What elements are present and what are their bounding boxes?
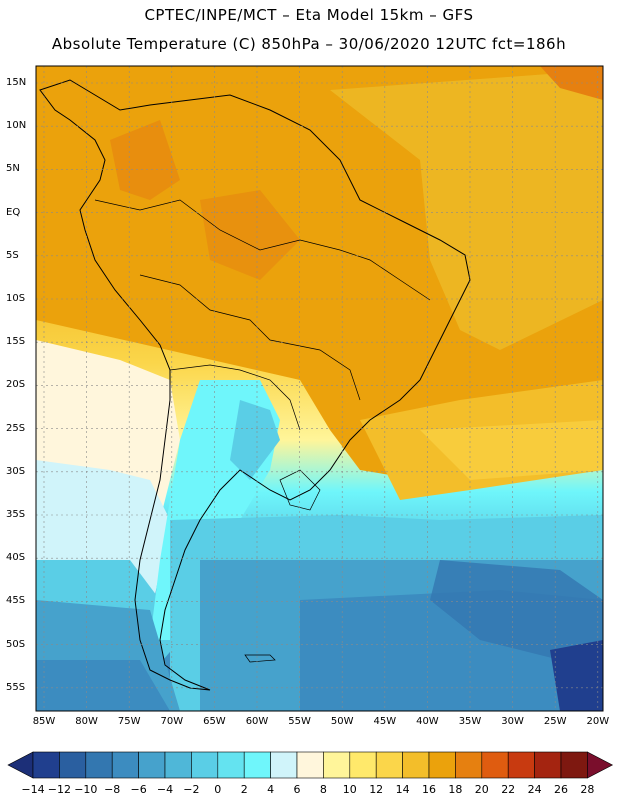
colorbar-tick-label: 20 <box>474 783 489 796</box>
colorbar-swatch <box>138 751 166 779</box>
longitude-label: 55W <box>288 716 311 727</box>
colorbar-swatch <box>455 751 483 779</box>
colorbar-swatch <box>349 751 377 779</box>
map-subtitle: Absolute Temperature (C) 850hPa – 30/06/… <box>51 35 567 53</box>
colorbar-tick-label: −14 <box>21 783 45 796</box>
colorbar-swatch <box>560 751 588 779</box>
longitude-label: 40W <box>416 716 439 727</box>
colorbar-swatch <box>323 751 351 779</box>
longitude-label: 80W <box>75 716 98 727</box>
longitude-label: 60W <box>245 716 269 727</box>
colorbar-swatch <box>402 751 430 779</box>
map-title: CPTEC/INPE/MCT – Eta Model 15km – GFS <box>144 6 474 24</box>
colorbar-tick-label: 26 <box>554 783 568 796</box>
colorbar-tick-label: 24 <box>527 783 542 796</box>
colorbar-swatch <box>296 751 324 779</box>
longitude-label: 65W <box>203 716 226 727</box>
latitude-label: 10S <box>6 293 26 304</box>
longitude-label: 45W <box>373 716 397 727</box>
longitude-label: 75W <box>117 716 141 727</box>
latitude-label: 15N <box>6 77 27 88</box>
latitude-label: EQ <box>6 206 21 218</box>
colorbar-tick-label: 2 <box>240 783 248 796</box>
latitude-label: 5N <box>6 163 20 175</box>
latitude-label: 50S <box>6 638 26 650</box>
colorbar-swatch <box>217 751 245 779</box>
colorbar-swatch <box>270 751 298 779</box>
longitude-label: 70W <box>160 716 184 727</box>
colorbar-swatch <box>481 751 509 779</box>
longitude-label: 85W <box>32 716 56 727</box>
colorbar-tick-label: −4 <box>156 783 174 796</box>
colorbar-tick-label: 22 <box>501 783 516 796</box>
colorbar-tick-label: −6 <box>130 783 147 796</box>
colorbar-tick-label: 16 <box>422 783 436 796</box>
longitude-label: 35W <box>458 716 482 727</box>
colorbar-swatch <box>32 751 60 779</box>
colorbar-swatch <box>164 751 192 779</box>
colorbar-tick-label: 0 <box>214 783 222 796</box>
colorbar-tick-label: 4 <box>267 783 275 796</box>
latitude-label: 5S <box>6 249 19 261</box>
latitude-label: 20S <box>6 379 26 391</box>
latitude-label: 25S <box>6 422 26 434</box>
colorbar-over-arrow <box>587 751 614 779</box>
latitude-label: 45S <box>6 595 26 607</box>
colorbar-swatch <box>59 751 87 779</box>
colorbar-tick-label: 14 <box>395 783 410 796</box>
longitude-label: 20W <box>586 716 610 727</box>
latitude-label: 30S <box>6 465 26 477</box>
latitude-label: 15S <box>6 336 26 348</box>
latitude-label: 55S <box>6 681 26 693</box>
longitude-label: 50W <box>330 716 354 727</box>
latitude-label: 40S <box>6 552 26 564</box>
map-frame <box>35 65 604 712</box>
colorbar-swatch <box>191 751 219 779</box>
latitude-label: 10N <box>6 120 27 132</box>
colorbar-swatch <box>534 751 562 779</box>
colorbar-tick-label: 6 <box>293 783 301 796</box>
colorbar-swatch <box>507 751 535 779</box>
longitude-label: 25W <box>543 716 567 727</box>
colorbar-tick-label: −10 <box>74 783 98 796</box>
colorbar-tick-label: 10 <box>342 783 357 796</box>
colorbar-swatch <box>375 751 403 779</box>
temperature-colorbar <box>7 751 614 779</box>
colorbar-tick-label: 28 <box>580 783 595 796</box>
colorbar-under-arrow <box>7 751 34 779</box>
colorbar-tick-label: −12 <box>47 783 71 796</box>
colorbar-tick-label: −2 <box>183 783 200 796</box>
colorbar-swatch <box>428 751 456 779</box>
colorbar-tick-label: 12 <box>369 783 384 796</box>
temperature-field <box>36 66 603 711</box>
colorbar-tick-label: 18 <box>448 783 463 796</box>
colorbar-swatch <box>111 751 139 779</box>
latitude-label: 35S <box>6 509 26 520</box>
longitude-label: 30W <box>501 716 524 727</box>
colorbar-tick-label: −8 <box>104 783 121 796</box>
colorbar-swatch <box>243 751 271 779</box>
colorbar-tick-label: 8 <box>319 783 327 796</box>
colorbar-swatch <box>85 751 113 779</box>
